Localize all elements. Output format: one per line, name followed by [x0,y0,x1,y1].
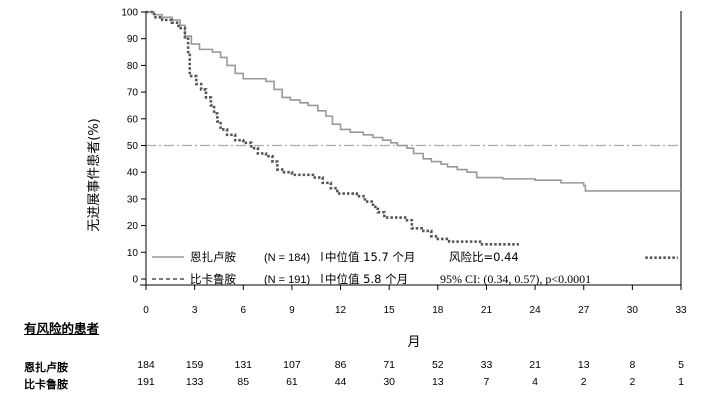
legend-n-enzalutamide: (N = 184) [264,252,310,264]
y-axis-title: 无进展事件患者(%) [87,118,102,232]
risk-value-bicalutamide: 1 [678,376,684,388]
risk-value-enzalutamide: 13 [577,359,590,371]
x-tick-label: 9 [289,305,295,316]
y-tick-label: 10 [127,248,139,259]
risk-value-bicalutamide: 2 [580,376,587,388]
risk-value-bicalutamide: 2 [629,376,636,388]
risk-value-enzalutamide: 33 [480,359,493,371]
legend-median-enzalutamide: 中位值 15.7 个月 [325,250,415,264]
km-curve-bicalutamide [146,10,519,246]
risk-row-label-bicalutamide: 比卡鲁胺 [24,378,68,391]
x-tick-label: 0 [143,305,149,316]
axes: 0 10 20 30 40 50 60 70 80 90 100 0 3 6 9 12 15 18 21 24 27 30… [121,8,687,317]
y-tick-label: 30 [127,194,139,205]
x-tick-label: 27 [578,305,590,316]
legend: 恩扎卢胺 (N = 184) 中位值 15.7 个月 风险比=0.44 比卡鲁胺… [152,250,591,286]
risk-value-enzalutamide: 184 [137,359,155,371]
risk-value-bicalutamide: 7 [483,376,490,388]
legend-n-bicalutamide: (N = 191) [264,274,310,286]
y-tick-label: 50 [127,141,139,152]
x-tick-label: 21 [481,305,493,316]
y-tick-label: 20 [127,221,139,232]
risk-value-enzalutamide: 8 [629,359,636,371]
legend-confidence-interval: 95% CI: (0.34, 0.57), p<0.0001 [440,272,591,286]
risk-value-bicalutamide: 61 [286,376,298,388]
y-tick-label: 70 [127,88,139,99]
x-tick-label: 24 [530,305,542,316]
risk-value-enzalutamide: 71 [383,359,396,371]
legend-median-bicalutamide: 中位值 5.8 个月 [325,272,408,286]
y-tick-label: 100 [121,8,138,19]
risk-value-bicalutamide: 85 [237,376,250,388]
y-tick-label: 40 [127,168,139,179]
x-tick-label: 3 [192,305,198,316]
risk-value-bicalutamide: 191 [137,376,155,388]
risk-value-enzalutamide: 5 [678,359,684,371]
y-tick-label: 80 [127,61,139,72]
y-tick-label: 90 [127,34,139,45]
risk-value-enzalutamide: 86 [334,359,347,371]
risk-value-enzalutamide: 21 [529,359,541,371]
km-curve-enzalutamide [146,11,681,192]
legend-name-bicalutamide: 比卡鲁胺 [190,272,236,286]
risk-value-bicalutamide: 133 [185,376,204,388]
x-axis-title: 月 [407,335,420,350]
x-tick-label: 6 [240,305,246,316]
risk-value-enzalutamide: 52 [431,359,444,371]
risk-value-bicalutamide: 44 [334,376,347,388]
legend-name-enzalutamide: 恩扎卢胺 [190,250,236,264]
legend-hazard-ratio: 风险比=0.44 [449,250,519,264]
risk-value-bicalutamide: 13 [431,376,444,388]
risk-value-bicalutamide: 30 [383,376,396,388]
y-tick-label: 0 [132,275,138,286]
x-tick-label: 12 [335,305,347,316]
y-tick-label: 60 [127,114,139,125]
x-tick-label: 30 [627,305,639,316]
risk-value-enzalutamide: 107 [283,359,301,371]
x-tick-label: 18 [432,305,444,316]
risk-value-enzalutamide: 159 [185,359,204,371]
risk-table-title: 有风险的患者 [24,321,100,336]
risk-value-enzalutamide: 131 [234,359,253,371]
risk-value-bicalutamide: 4 [532,376,538,388]
x-tick-label: 33 [675,305,687,316]
x-tick-label: 15 [384,305,396,316]
risk-row-label-enzalutamide: 恩扎卢胺 [24,361,68,374]
series-layer [146,10,681,259]
